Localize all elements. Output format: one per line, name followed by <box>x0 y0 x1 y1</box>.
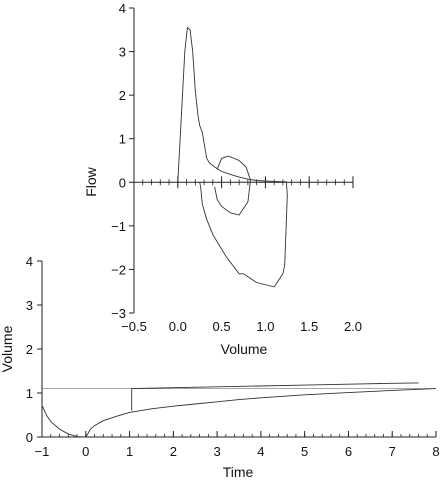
x-axis-label: Volume <box>221 341 268 357</box>
y-axis-label: Volume <box>0 325 15 372</box>
x-tick-label: 2.0 <box>344 319 362 334</box>
y-tick-label: −2 <box>111 262 126 277</box>
flow-volume-loop-2 <box>214 155 251 216</box>
x-tick-label: 6 <box>345 444 352 459</box>
y-tick-label: −3 <box>111 306 126 321</box>
x-tick-label: 0.0 <box>169 319 187 334</box>
x-tick-label: 5 <box>301 444 308 459</box>
x-tick-label: 7 <box>389 444 396 459</box>
x-tick-label: −0.5 <box>121 319 147 334</box>
y-tick-label: 0 <box>26 430 33 445</box>
y-tick-label: 4 <box>26 254 33 269</box>
volume-time-curve-1 <box>41 388 437 438</box>
x-axis-label: Time <box>223 464 254 480</box>
flow-volume-chart: −0.5 0.0 0.5 1.0 1.5 2.0 −3 −2 −1 0 1 2 3 4 Volume Flow <box>83 1 362 357</box>
y-tick-label: 1 <box>26 386 33 401</box>
x-tick-label: 8 <box>432 444 439 459</box>
x-tick-label: 0 <box>82 444 89 459</box>
y-tick-label: 2 <box>119 88 126 103</box>
x-tick-label: 1.5 <box>300 319 318 334</box>
x-tick-label: 0.5 <box>213 319 231 334</box>
y-tick-label: 4 <box>119 1 126 16</box>
y-tick-label: 2 <box>26 342 33 357</box>
y-axis-label: Flow <box>83 166 99 196</box>
volume-time-curve-2 <box>131 382 419 411</box>
x-tick-label: 4 <box>257 444 264 459</box>
flow-volume-loop-1 <box>177 26 288 288</box>
x-tick-label: −1 <box>35 444 50 459</box>
y-tick-label: 3 <box>26 298 33 313</box>
y-tick-label: 1 <box>119 132 126 147</box>
x-tick-label: 2 <box>170 444 177 459</box>
x-tick-label: 1 <box>126 444 133 459</box>
y-tick-label: 0 <box>119 175 126 190</box>
y-tick-label: 3 <box>119 45 126 60</box>
x-tick-label: 3 <box>213 444 220 459</box>
y-tick-label: −1 <box>111 219 126 234</box>
x-tick-label: 1.0 <box>256 319 274 334</box>
